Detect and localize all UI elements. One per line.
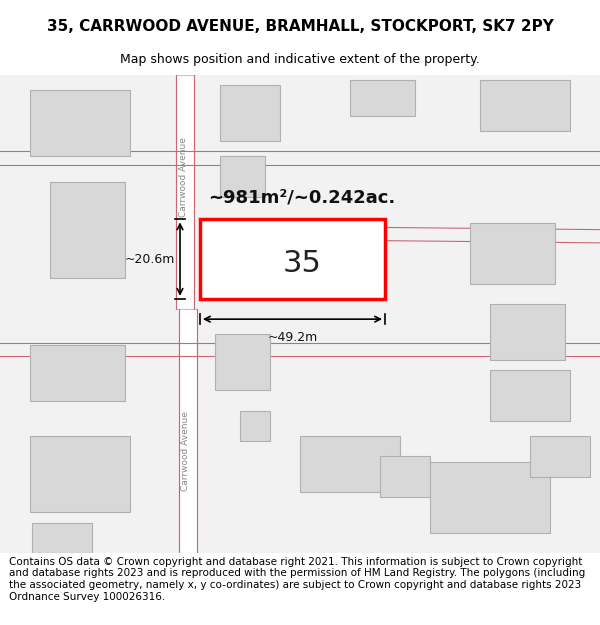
- Bar: [179, 309, 197, 553]
- Text: Carrwood Avenue: Carrwood Avenue: [179, 137, 187, 217]
- Bar: [200, 219, 385, 299]
- Text: ~20.6m: ~20.6m: [125, 253, 175, 266]
- Bar: [32, 522, 92, 553]
- Text: Carrwood Avenue: Carrwood Avenue: [182, 411, 191, 491]
- Bar: [480, 80, 570, 131]
- Text: ~49.2m: ~49.2m: [268, 331, 317, 344]
- Bar: [430, 462, 550, 532]
- Bar: [220, 156, 265, 197]
- Bar: [300, 436, 400, 492]
- Bar: [490, 304, 565, 360]
- Text: ~981m²/~0.242ac.: ~981m²/~0.242ac.: [208, 188, 395, 206]
- Bar: [350, 80, 415, 116]
- Text: 35, CARRWOOD AVENUE, BRAMHALL, STOCKPORT, SK7 2PY: 35, CARRWOOD AVENUE, BRAMHALL, STOCKPORT…: [47, 19, 553, 34]
- Bar: [30, 436, 130, 512]
- Text: Contains OS data © Crown copyright and database right 2021. This information is : Contains OS data © Crown copyright and d…: [9, 557, 585, 601]
- Bar: [240, 411, 270, 441]
- Bar: [220, 85, 280, 141]
- Bar: [470, 222, 555, 284]
- Bar: [176, 75, 194, 309]
- Bar: [30, 90, 130, 156]
- Bar: [380, 456, 430, 497]
- Bar: [220, 236, 275, 279]
- Bar: [30, 344, 125, 401]
- Bar: [490, 370, 570, 421]
- Bar: [215, 334, 270, 391]
- Bar: [50, 182, 125, 279]
- Bar: [530, 436, 590, 477]
- Text: Map shows position and indicative extent of the property.: Map shows position and indicative extent…: [120, 52, 480, 66]
- Text: 35: 35: [283, 249, 321, 278]
- Bar: [285, 236, 313, 258]
